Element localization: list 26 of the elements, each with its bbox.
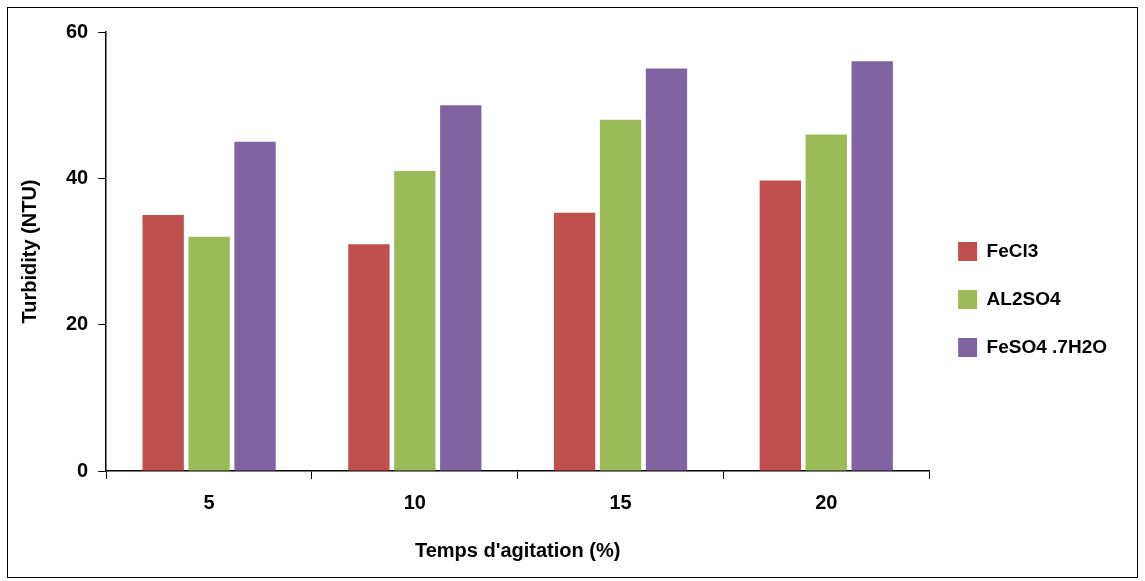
y-axis-title: Turbidity (NTU) (17, 179, 40, 324)
y-tick-label: 0 (77, 458, 89, 481)
legend-label: FeCl3 (986, 239, 1039, 261)
bar (394, 171, 436, 471)
x-tick-label: 5 (203, 490, 215, 513)
legend-label: FeSO4 .7H2O (986, 335, 1108, 357)
bar (142, 214, 184, 471)
bar (234, 141, 276, 471)
bar (645, 68, 688, 471)
bar (188, 236, 230, 471)
bar (348, 244, 390, 471)
bar (553, 212, 596, 471)
bar (851, 61, 893, 471)
y-tick-label: 40 (66, 165, 89, 188)
y-tick-label: 20 (66, 312, 89, 335)
x-axis-title: Temps d'agitation (%) (414, 538, 621, 561)
bar (759, 180, 801, 471)
y-tick-label: 60 (66, 19, 89, 42)
bar (440, 105, 482, 471)
x-tick-label: 15 (609, 490, 632, 513)
bar (599, 119, 642, 471)
legend-label: AL2SO4 (986, 287, 1061, 309)
bar (805, 134, 847, 471)
x-tick-label: 20 (815, 490, 838, 513)
chart-frame: Temps d'agitation (%) Turbidity (NTU) FeCl3 AL2SO4 FeSO4 .7H2O 5 10 15 20 0 20 40 60 (7, 7, 1138, 578)
x-tick-label: 10 (403, 490, 426, 513)
